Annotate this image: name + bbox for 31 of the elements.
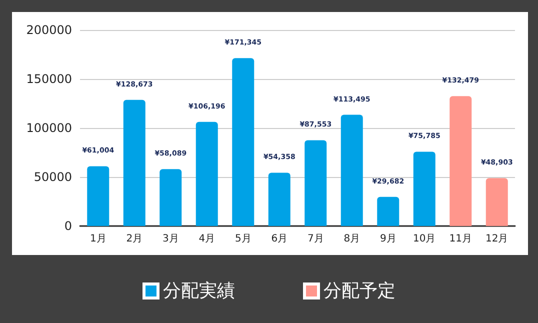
x-tick-label: 5月	[234, 234, 252, 244]
x-tick-label: 3月	[162, 234, 179, 244]
bar	[413, 152, 436, 226]
y-tick-label: 150000	[26, 72, 72, 86]
y-tick-label: 0	[64, 219, 72, 233]
bar	[486, 178, 508, 226]
bar	[123, 100, 146, 226]
x-tick-label: 1月	[90, 234, 106, 244]
bar	[196, 122, 218, 226]
x-tick-label: 10月	[413, 234, 436, 244]
bar	[160, 169, 182, 226]
bar	[232, 58, 254, 226]
bar	[304, 140, 327, 226]
x-tick-label: 11月	[449, 234, 472, 244]
y-tick-label: 200000	[26, 23, 72, 37]
bar	[450, 96, 472, 226]
y-tick-label: 100000	[26, 121, 72, 135]
y-tick-label: 50000	[34, 170, 72, 184]
x-tick-label: 6月	[271, 234, 288, 244]
bar	[87, 166, 110, 226]
x-tick-label: 7月	[307, 234, 324, 244]
bar	[340, 114, 363, 226]
x-tick-label: 9月	[380, 234, 396, 244]
x-tick-label: 8月	[344, 234, 360, 244]
bar	[377, 196, 400, 226]
x-tick-label: 4月	[198, 234, 216, 244]
bar	[268, 172, 290, 226]
legend-label: 分配実績	[163, 280, 235, 302]
legend-label: 分配予定	[324, 280, 396, 302]
x-tick-label: 12月	[486, 234, 508, 244]
x-tick-label: 2月	[126, 234, 143, 244]
